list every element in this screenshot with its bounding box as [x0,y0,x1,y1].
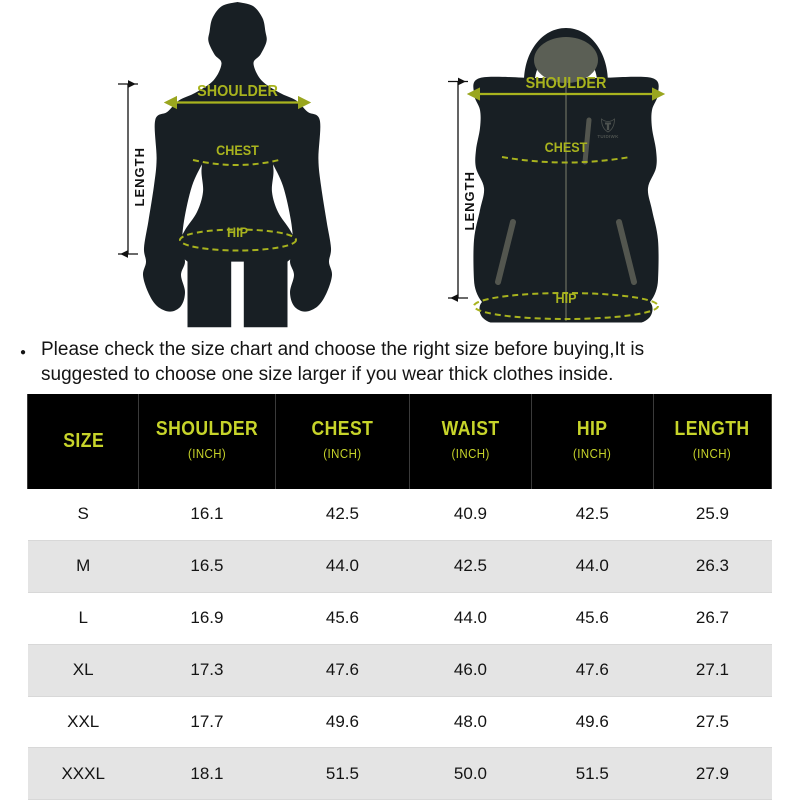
svg-text:SHOULDER: SHOULDER [197,82,278,100]
svg-text:HIP: HIP [227,224,248,240]
svg-text:TUIDIWK: TUIDIWK [597,134,619,139]
svg-text:SHOULDER: SHOULDER [526,74,607,92]
svg-text:CHEST: CHEST [545,139,588,155]
svg-text:CHEST: CHEST [216,142,259,158]
svg-text:HIP: HIP [556,290,577,306]
